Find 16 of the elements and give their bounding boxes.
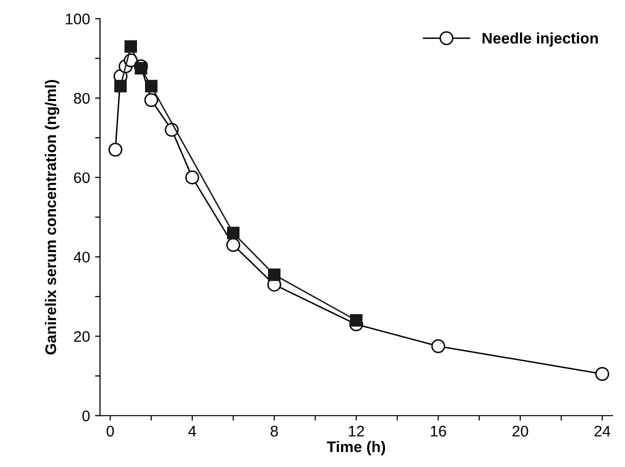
- y-tick-label: 60: [74, 172, 90, 184]
- x-tick-label: 4: [188, 426, 196, 436]
- y-tick-label: 80: [74, 92, 90, 104]
- x-tick-label: 24: [594, 426, 610, 436]
- y-axis-title: Ganirelix serum concentration (ng/ml): [44, 80, 60, 354]
- x-tick-label: 16: [430, 426, 446, 437]
- y-tick-label: 40: [74, 252, 90, 263]
- y-tick-label: 20: [74, 331, 90, 342]
- x-tick-label: 20: [512, 426, 528, 437]
- y-tick-label: 100: [66, 14, 90, 24]
- x-tick-label: 12: [348, 426, 364, 436]
- x-tick-label: 8: [270, 426, 278, 437]
- x-axis-title: Time (h): [326, 440, 386, 456]
- legend-label: Needle injection: [482, 32, 598, 47]
- y-tick-label: 0: [82, 410, 90, 422]
- x-tick-label: 0: [106, 426, 114, 437]
